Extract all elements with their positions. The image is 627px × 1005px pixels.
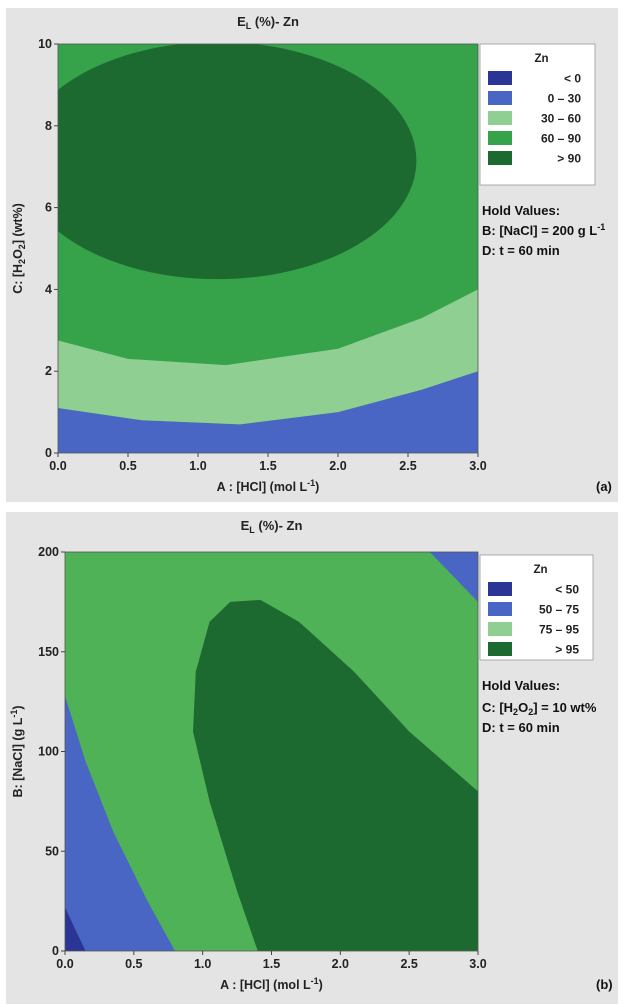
x-tick-label: 1.5 <box>263 957 280 971</box>
legend-label: < 0 <box>564 72 581 86</box>
legend-swatch <box>488 91 512 105</box>
x-axis-label: A : [HCl] (mol L-1) <box>220 976 323 992</box>
x-tick-label: 0.5 <box>125 957 142 971</box>
legend-swatch <box>488 111 512 125</box>
chart-title: EL (%)- Zn <box>241 518 303 535</box>
legend-label: > 90 <box>557 152 581 166</box>
x-tick-label: 1.0 <box>189 459 206 473</box>
legend-label: 50 – 75 <box>539 603 579 617</box>
x-tick-label: 1.0 <box>194 957 211 971</box>
contour-region-<50 <box>65 907 86 951</box>
hold-value-nacl: B: [NaCl] = 200 g L-1 <box>482 222 605 238</box>
y-tick-label: 0 <box>45 446 52 460</box>
x-tick-label: 3.0 <box>469 957 486 971</box>
y-tick-label: 0 <box>52 944 59 958</box>
legend-label: 30 – 60 <box>541 112 581 126</box>
y-tick-label: 50 <box>45 844 59 858</box>
legend-label: 75 – 95 <box>539 623 579 637</box>
y-tick-label: 200 <box>38 545 59 559</box>
x-tick-label: 2.0 <box>332 957 349 971</box>
hold-value-time: D: t = 60 min <box>482 243 560 258</box>
legend-label: < 50 <box>555 583 579 597</box>
x-tick-label: 0.0 <box>49 459 66 473</box>
legend-swatch <box>488 602 512 616</box>
x-tick-label: 1.5 <box>259 459 276 473</box>
x-tick-label: 2.5 <box>399 459 416 473</box>
legend-swatch <box>488 582 512 596</box>
y-tick-label: 2 <box>45 364 52 378</box>
contour-region->95 <box>193 599 478 951</box>
panel-label: (a) <box>596 479 612 494</box>
legend-title: Zn <box>534 53 548 65</box>
x-axis-label: A : [HCl] (mol L-1) <box>217 478 320 494</box>
chart-title: EL (%)- Zn <box>237 14 299 31</box>
x-tick-label: 0.0 <box>56 957 73 971</box>
x-tick-label: 2.5 <box>400 957 417 971</box>
legend-swatch <box>488 642 512 656</box>
legend-label: > 95 <box>555 643 579 657</box>
y-axis-label: C: [H2O2] (wt%) <box>11 203 27 294</box>
contour-plot-area <box>58 44 478 453</box>
y-tick-label: 6 <box>45 201 52 215</box>
x-tick-label: 0.5 <box>119 459 136 473</box>
contour-region-75-95 <box>65 552 478 951</box>
contour-plot-area <box>65 552 478 951</box>
legend-swatch <box>488 151 512 165</box>
legend-label: 0 – 30 <box>548 92 582 106</box>
y-tick-label: 4 <box>45 282 52 296</box>
contour-region->90 <box>58 44 417 280</box>
y-tick-label: 150 <box>38 645 59 659</box>
y-tick-label: 100 <box>38 745 59 759</box>
legend-swatch <box>488 71 512 85</box>
x-tick-label: 3.0 <box>469 459 486 473</box>
legend: Zn < 50 50 – 75 75 – 95 > 95 <box>479 554 594 661</box>
y-tick-label: 8 <box>45 119 52 133</box>
x-tick-label: 2.0 <box>329 459 346 473</box>
contour-region-50-75 <box>65 695 176 951</box>
hold-value-time: D: t = 60 min <box>482 720 560 735</box>
contour-region-blue-corner <box>429 552 478 602</box>
hold-values-title: Hold Values: <box>482 203 560 218</box>
y-tick-label: 10 <box>38 37 52 51</box>
hold-values-title: Hold Values: <box>482 678 560 693</box>
legend-label: 60 – 90 <box>541 132 581 146</box>
chart-panel-a: EL (%)- Zn 0.0 0.5 1.0 1.5 2.0 2.5 3.0 0 2 4 6 8 10 A … <box>6 8 618 502</box>
legend-swatch <box>488 131 512 145</box>
legend: Zn < 0 0 – 30 30 – 60 60 – 90 > 90 <box>479 43 596 186</box>
chart-panel-b: EL (%)- Zn 0.0 0.5 1.0 1.5 2.0 2.5 3.0 0 50 100 150… <box>6 512 618 1004</box>
legend-swatch <box>488 622 512 636</box>
hold-value-h2o2: C: [H2O2] = 10 wt% <box>482 700 597 717</box>
contour-region-30-60 <box>58 289 478 425</box>
contour-region-0-30 <box>58 371 478 453</box>
panel-label: (b) <box>596 977 613 992</box>
y-axis-label: B: [NaCl] (g L-1) <box>9 705 25 797</box>
legend-title: Zn <box>533 564 547 576</box>
